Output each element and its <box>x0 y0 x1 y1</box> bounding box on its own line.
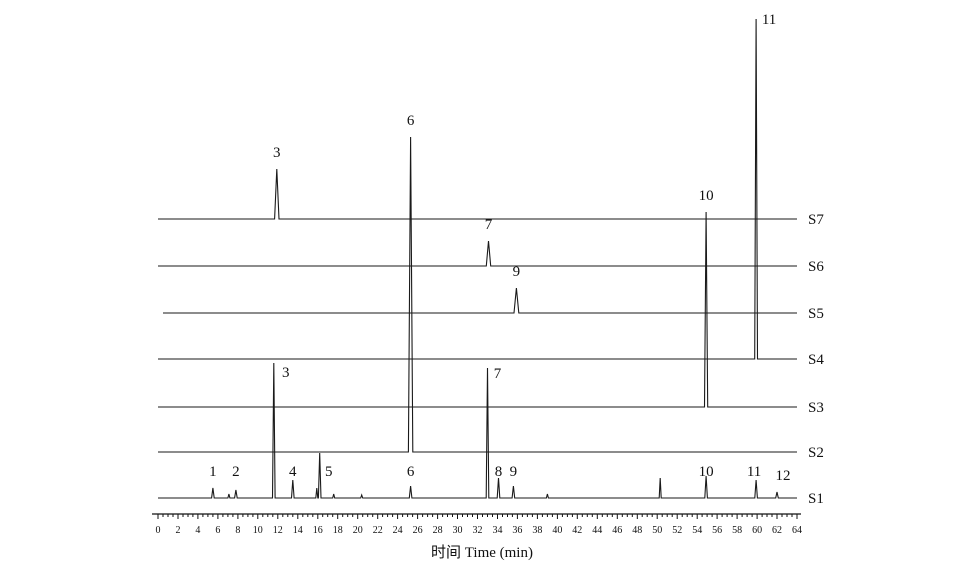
x-tick-label: 28 <box>433 525 443 536</box>
peak-label-s1-1: 1 <box>209 464 217 480</box>
x-tick-label: 50 <box>652 525 662 536</box>
peak-label-s3-10: 10 <box>699 188 714 204</box>
peak-label-s6-7: 7 <box>485 217 493 233</box>
x-tick-label: 6 <box>215 525 220 536</box>
x-tick-label: 0 <box>156 525 161 536</box>
chromatogram-traces <box>158 18 797 499</box>
x-tick-label: 52 <box>672 525 682 536</box>
x-tick-label: 40 <box>552 525 562 536</box>
x-axis-title: 时间 Time (min) <box>431 544 533 561</box>
trace-s7 <box>158 168 797 220</box>
series-label-s3: S3 <box>808 400 824 416</box>
x-tick-label: 18 <box>333 525 343 536</box>
peak-label-s1-11: 11 <box>747 464 761 480</box>
x-tick-label: 12 <box>273 525 283 536</box>
x-tick-label: 14 <box>293 525 303 536</box>
x-tick-label: 60 <box>752 525 762 536</box>
x-tick-label: 54 <box>692 525 702 536</box>
trace-s3 <box>158 211 797 408</box>
peak-label-s1-3: 3 <box>282 365 290 381</box>
series-label-s4: S4 <box>808 352 824 368</box>
peak-label-s1-8: 8 <box>495 464 503 480</box>
x-tick-label: 20 <box>353 525 363 536</box>
peak-label-s1-4: 4 <box>289 464 297 480</box>
x-axis: 0 2 4 6 8 10 12 14 16 18 20 22 24 26 28 30 32 34 36 38 40 42 4… <box>152 513 802 536</box>
series-label-s6: S6 <box>808 259 824 275</box>
x-tick-label: 64 <box>792 525 802 536</box>
peak-label-s1-2: 2 <box>232 464 240 480</box>
trace-s1 <box>158 362 797 499</box>
series-label-s5: S5 <box>808 306 824 322</box>
x-tick-label: 36 <box>512 525 522 536</box>
x-tick-label: 22 <box>373 525 383 536</box>
series-labels: S7 S6 S5 S4 S3 S2 S1 <box>808 212 824 507</box>
x-tick-label: 62 <box>772 525 782 536</box>
x-tick-label: 38 <box>532 525 542 536</box>
x-tick-label: 2 <box>176 525 181 536</box>
trace-s5 <box>163 287 797 314</box>
series-label-s1: S1 <box>808 491 824 507</box>
x-tick-label: 16 <box>313 525 323 536</box>
x-tick-label: 56 <box>712 525 722 536</box>
x-tick-label: 46 <box>612 525 622 536</box>
x-tick-label: 48 <box>632 525 642 536</box>
series-label-s7: S7 <box>808 212 824 228</box>
x-tick-label: 10 <box>253 525 263 536</box>
trace-s6 <box>158 240 797 267</box>
peak-label-s1-6: 6 <box>407 464 415 480</box>
x-axis-ticks: 0 2 4 6 8 10 12 14 16 18 20 22 24 26 28 30 32 34 36 38 40 42 4… <box>156 514 802 536</box>
peak-label-s1-7: 7 <box>494 366 502 382</box>
series-label-s2: S2 <box>808 445 824 461</box>
trace-s4 <box>158 18 797 360</box>
peak-label-s1-10: 10 <box>699 464 714 480</box>
x-tick-label: 32 <box>473 525 483 536</box>
x-tick-label: 30 <box>453 525 463 536</box>
x-tick-label: 58 <box>732 525 742 536</box>
x-tick-label: 42 <box>572 525 582 536</box>
peak-label-s1-12: 12 <box>776 468 791 484</box>
x-tick-label: 24 <box>393 525 403 536</box>
peak-label-s5-9: 9 <box>513 264 521 280</box>
peak-label-s1-5: 5 <box>325 464 333 480</box>
peak-label-s1-9: 9 <box>510 464 518 480</box>
peak-label-s7-3: 3 <box>273 145 281 161</box>
x-tick-label: 8 <box>235 525 240 536</box>
x-tick-label: 4 <box>195 525 200 536</box>
trace-s2 <box>158 136 797 453</box>
peak-label-s4-11: 11 <box>762 12 776 28</box>
peak-label-s2-6: 6 <box>407 113 415 129</box>
x-tick-label: 44 <box>592 525 602 536</box>
x-tick-label: 34 <box>493 525 503 536</box>
x-tick-label: 26 <box>413 525 423 536</box>
